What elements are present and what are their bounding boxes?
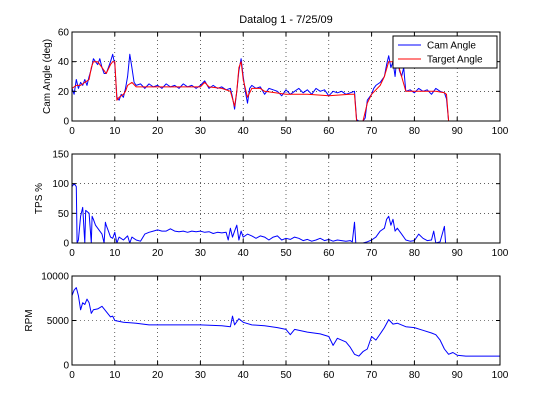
- cam-angle-ytick-label-2: 40: [58, 57, 70, 68]
- cam-angle-xtick-label-6: 60: [323, 126, 335, 137]
- rpm-xtick-label-1: 10: [109, 370, 121, 381]
- tps-ytick-label-3: 150: [52, 150, 69, 161]
- cam-angle-ytick-label-3: 60: [58, 28, 70, 39]
- cam-angle-xtick-label-10: 100: [492, 126, 509, 137]
- cam-angle-legend-box: [392, 35, 498, 69]
- cam-angle-series-target-angle: [71, 61, 450, 122]
- cam-angle-xtick-label-5: 50: [280, 126, 292, 137]
- rpm-ylabel: RPM: [24, 309, 35, 331]
- rpm-ytick-label-2: 10000: [41, 272, 69, 283]
- rpm-ytick-label-1: 5000: [47, 316, 70, 327]
- tps-xtick-label-9: 90: [452, 248, 464, 259]
- cam-angle-legend-label-0: Cam Angle: [427, 41, 476, 52]
- rpm-xtick-label-7: 70: [366, 370, 378, 381]
- rpm-xtick-label-2: 20: [152, 370, 164, 381]
- cam-angle-legend-label-1: Target Angle: [427, 55, 483, 66]
- cam-angle-xtick-label-4: 40: [238, 126, 250, 137]
- cam-angle-xtick-label-0: 0: [69, 126, 75, 137]
- tps-ytick-label-1: 50: [58, 209, 70, 220]
- rpm-xtick-label-6: 60: [323, 370, 335, 381]
- cam-angle-xtick-label-1: 10: [109, 126, 121, 137]
- tps-xtick-label-6: 60: [323, 248, 335, 259]
- cam-angle-xtick-label-8: 80: [409, 126, 421, 137]
- cam-angle-xtick-label-2: 20: [152, 126, 164, 137]
- cam-angle-xtick-label-9: 90: [452, 126, 464, 137]
- tps-xtick-label-4: 40: [238, 248, 250, 259]
- rpm-xtick-label-8: 80: [409, 370, 421, 381]
- cam-angle-xtick-label-3: 30: [195, 126, 207, 137]
- rpm-axes: 0 10 20 30 40 50 60 70 80 90 100 0 5000 10000 RPM: [24, 272, 509, 382]
- tps-xtick-label-1: 10: [109, 248, 121, 259]
- cam-angle-ytick-label-1: 20: [58, 87, 70, 98]
- tps-xtick-label-7: 70: [366, 248, 378, 259]
- cam-angle-xtick-label-7: 70: [366, 126, 378, 137]
- rpm-xtick-label-10: 100: [492, 370, 509, 381]
- cam-angle-ylabel: Cam Angle (deg): [42, 39, 53, 114]
- tps-ytick-label-2: 100: [52, 179, 69, 190]
- rpm-xtick-label-5: 50: [280, 370, 292, 381]
- cam-angle-legend: Cam Angle Target Angle: [392, 35, 498, 69]
- tps-xtick-label-5: 50: [280, 248, 292, 259]
- tps-xtick-label-2: 20: [152, 248, 164, 259]
- cam-angle-axes: 0 10 20 30 40 50 60 70 80 90 100 0 20 40 60 Cam Angle (…: [42, 28, 509, 138]
- cam-angle-series-cam-angle: [71, 52, 450, 122]
- cam-angle-ytick-label-0: 0: [63, 117, 69, 128]
- rpm-series-0: [71, 287, 500, 357]
- rpm-xtick-label-3: 30: [195, 370, 207, 381]
- tps-xtick-label-10: 100: [492, 248, 509, 259]
- tps-series-0: [71, 183, 500, 244]
- rpm-xtick-label-0: 0: [69, 370, 75, 381]
- tps-xtick-label-3: 30: [195, 248, 207, 259]
- tps-ylabel: TPS %: [34, 183, 45, 214]
- rpm-ytick-label-0: 0: [63, 361, 69, 372]
- tps-axes: 0 10 20 30 40 50 60 70 80 90 100 0 50 100 150 TPS %: [34, 150, 509, 260]
- tps-xtick-label-8: 80: [409, 248, 421, 259]
- rpm-xtick-label-9: 90: [452, 370, 464, 381]
- figure-title: Datalog 1 - 7/25/09: [239, 14, 333, 26]
- rpm-xtick-label-4: 40: [238, 370, 250, 381]
- tps-ytick-label-0: 0: [63, 239, 69, 250]
- tps-xtick-label-0: 0: [69, 248, 75, 259]
